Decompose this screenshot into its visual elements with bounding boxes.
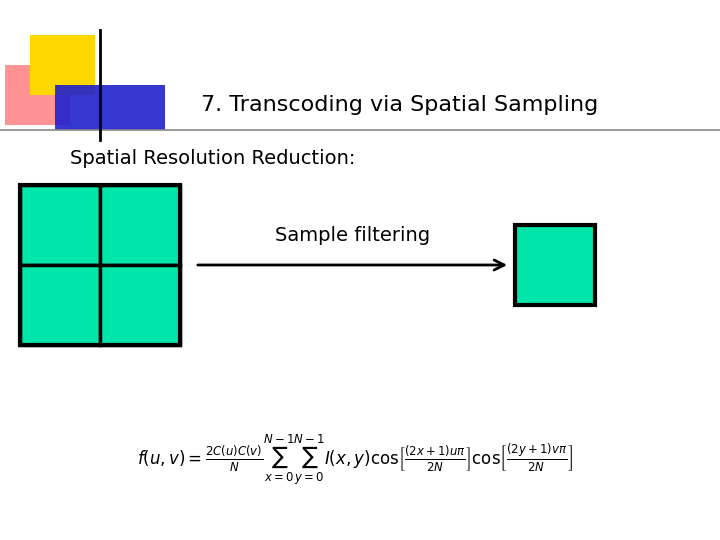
Bar xyxy=(20,265,100,345)
Text: Spatial Resolution Reduction:: Spatial Resolution Reduction: xyxy=(70,148,356,167)
Text: $f(u,v) = \frac{2C(u)C(v)}{N}\sum_{x=0}^{N-1}\sum_{y=0}^{N-1}I(x,y)\cos\!\left[\: $f(u,v) = \frac{2C(u)C(v)}{N}\sum_{x=0}^… xyxy=(137,433,573,487)
Bar xyxy=(515,225,595,305)
Bar xyxy=(55,85,165,130)
Bar xyxy=(20,185,100,265)
Bar xyxy=(5,65,70,125)
Bar xyxy=(20,185,180,345)
Text: Sample filtering: Sample filtering xyxy=(275,226,430,245)
Bar xyxy=(30,35,95,95)
Text: 7. Transcoding via Spatial Sampling: 7. Transcoding via Spatial Sampling xyxy=(202,95,598,115)
Bar xyxy=(100,265,180,345)
Bar xyxy=(100,185,180,265)
